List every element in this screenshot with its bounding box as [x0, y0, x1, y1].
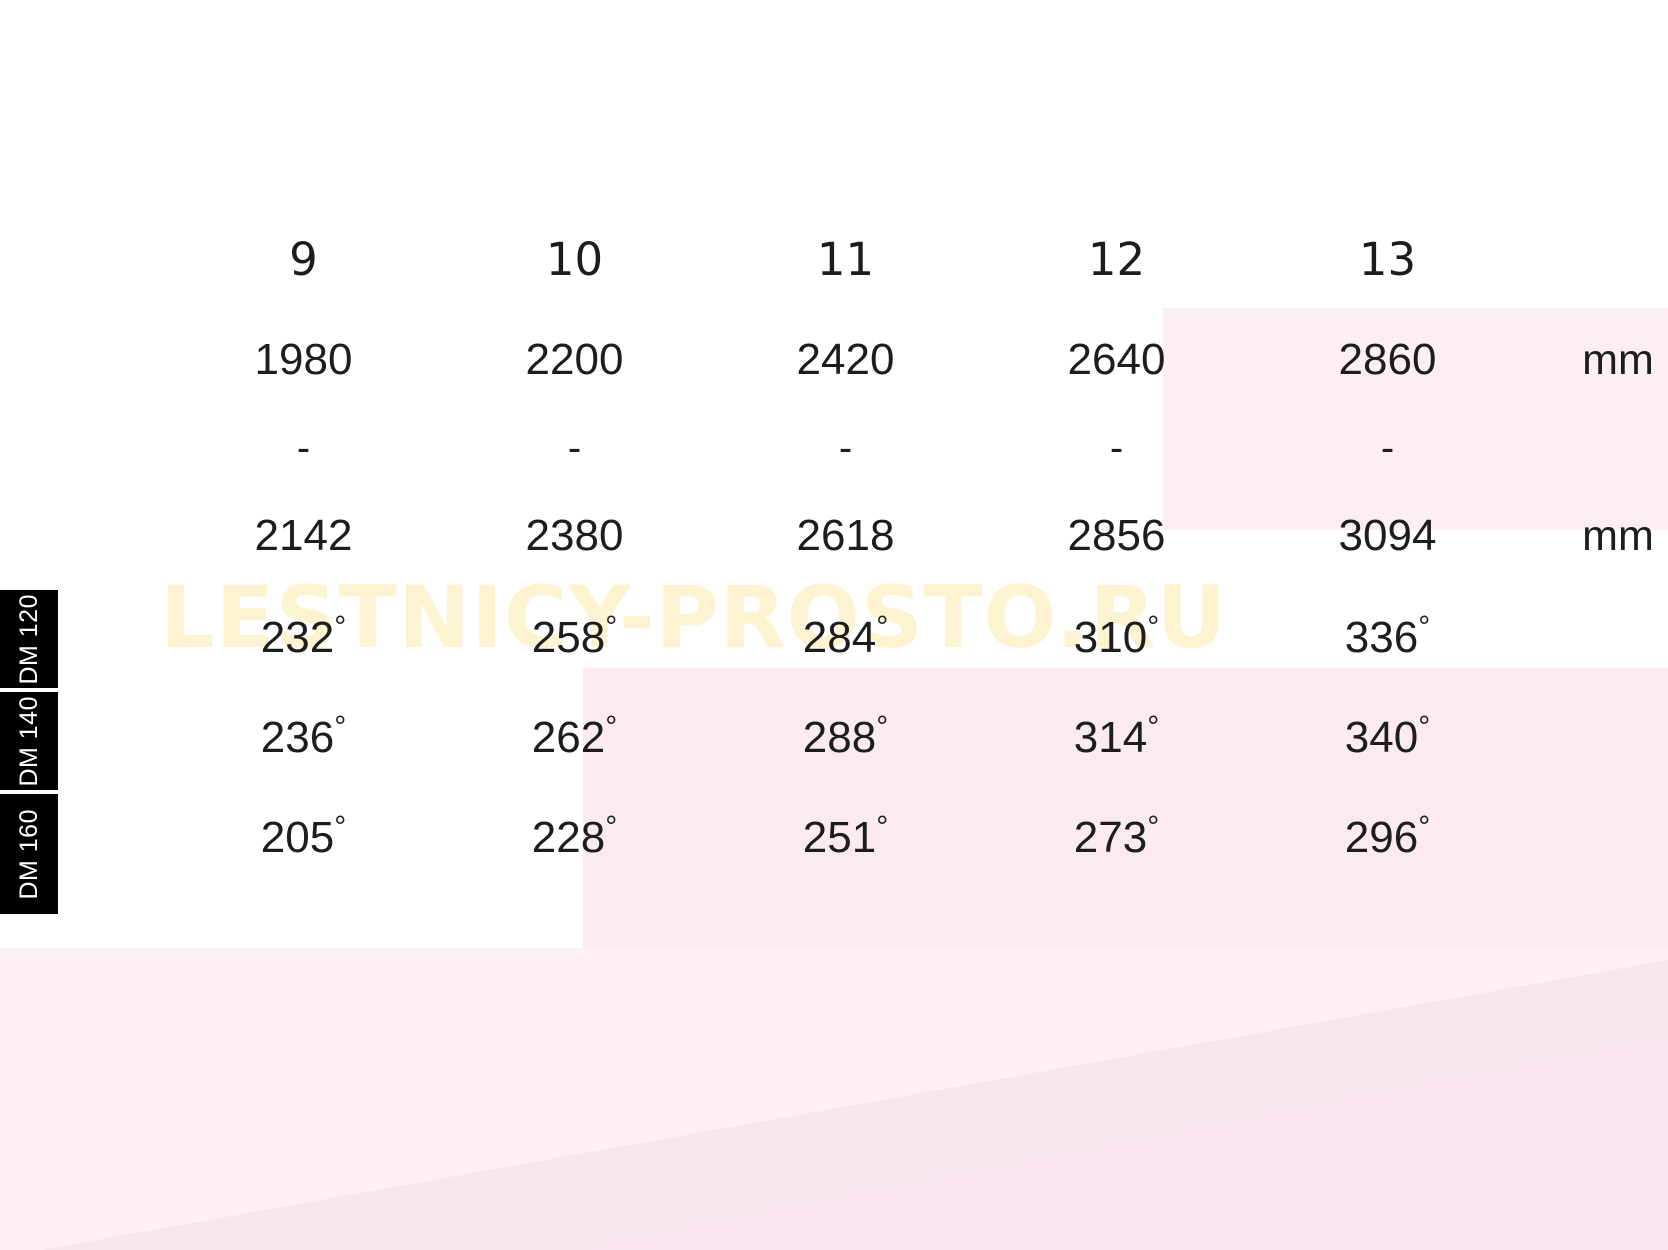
- value: 232: [260, 613, 335, 662]
- value: 228: [531, 813, 606, 862]
- value: 236: [260, 713, 335, 762]
- value: 340: [1344, 713, 1419, 762]
- value: 205: [260, 813, 335, 862]
- cell-dm160-angle-10: 228°: [439, 788, 710, 888]
- cell-height-min-11: 2420: [796, 335, 895, 384]
- table-header-row: 9 10 11 12 13: [100, 210, 1668, 308]
- row-spacer: [100, 688, 168, 788]
- value: 284: [802, 613, 877, 662]
- column-header-10: 10: [545, 232, 604, 286]
- unit-height-min: mm: [1582, 335, 1654, 384]
- cell-height-max-13: 3094: [1338, 511, 1437, 560]
- degree-icon: °: [1418, 610, 1431, 644]
- degree-icon: °: [876, 710, 889, 744]
- value: 314: [1073, 713, 1148, 762]
- degree-icon: °: [1147, 710, 1160, 744]
- column-header-12: 12: [1087, 232, 1146, 286]
- cell-dash-10: -: [567, 425, 582, 470]
- table-row: 232° 258° 284° 310° 336°: [100, 588, 1668, 688]
- cell-dash-13: -: [1380, 425, 1395, 470]
- column-header-13: 13: [1358, 232, 1417, 286]
- degree-icon: °: [1147, 610, 1160, 644]
- degree-icon: °: [605, 710, 618, 744]
- degree-icon: °: [605, 810, 618, 844]
- cell-dm160-angle-12: 273°: [981, 788, 1252, 888]
- row-spacer: [100, 308, 168, 412]
- pink-diagonal-lower: [40, 960, 1668, 1250]
- table-row: 2142 2380 2618 2856 3094 mm: [100, 484, 1668, 588]
- row-spacer: [100, 788, 168, 888]
- table-row: 1980 2200 2420 2640 2860 mm: [100, 308, 1668, 412]
- unit-dash: [1523, 412, 1668, 484]
- row-spacer: [100, 484, 168, 588]
- cell-height-max-10: 2380: [525, 511, 624, 560]
- cell-dm120-angle-9: 232°: [168, 588, 439, 688]
- unit-dm120: [1523, 588, 1668, 688]
- cell-height-min-10: 2200: [525, 335, 624, 384]
- cell-dash-9: -: [296, 425, 311, 470]
- cell-height-max-9: 2142: [254, 511, 353, 560]
- degree-icon: °: [1147, 810, 1160, 844]
- unit-dm140: [1523, 688, 1668, 788]
- value: 288: [802, 713, 877, 762]
- cell-height-min-9: 1980: [254, 335, 353, 384]
- cell-dm140-angle-10: 262°: [439, 688, 710, 788]
- cell-dm140-angle-12: 314°: [981, 688, 1252, 788]
- degree-icon: °: [1418, 710, 1431, 744]
- spec-table-wrapper: 9 10 11 12 13 1980 2200 2420 2640 2860: [100, 210, 1654, 888]
- cell-height-max-12: 2856: [1067, 511, 1166, 560]
- value: 310: [1073, 613, 1148, 662]
- value: 251: [802, 813, 877, 862]
- degree-icon: °: [334, 610, 347, 644]
- cell-dm140-angle-9: 236°: [168, 688, 439, 788]
- header-unit-spacer: [1523, 210, 1668, 308]
- value: 336: [1344, 613, 1419, 662]
- side-tab-dm120-label: DM 120: [14, 593, 43, 685]
- pink-band-bottom: [0, 948, 1668, 1250]
- unit-dm160: [1523, 788, 1668, 888]
- side-tab-dm160-label: DM 160: [14, 808, 43, 900]
- table-row: 236° 262° 288° 314° 340°: [100, 688, 1668, 788]
- value: 258: [531, 613, 606, 662]
- cell-dm120-angle-11: 284°: [710, 588, 981, 688]
- side-tab-dm140[interactable]: DM 140: [0, 692, 58, 790]
- cell-dm140-angle-13: 340°: [1252, 688, 1523, 788]
- table-row: - - - - -: [100, 412, 1668, 484]
- cell-dm120-angle-10: 258°: [439, 588, 710, 688]
- table-row: 205° 228° 251° 273° 296°: [100, 788, 1668, 888]
- degree-icon: °: [334, 810, 347, 844]
- degree-icon: °: [1418, 810, 1431, 844]
- cell-dm120-angle-12: 310°: [981, 588, 1252, 688]
- degree-icon: °: [605, 610, 618, 644]
- degree-icon: °: [334, 710, 347, 744]
- degree-icon: °: [876, 810, 889, 844]
- cell-dm120-angle-13: 336°: [1252, 588, 1523, 688]
- value: 273: [1073, 813, 1148, 862]
- unit-height-max: mm: [1582, 511, 1654, 560]
- row-spacer: [100, 588, 168, 688]
- cell-dm160-angle-11: 251°: [710, 788, 981, 888]
- column-header-11: 11: [816, 232, 875, 286]
- cell-dash-11: -: [838, 425, 853, 470]
- value: 296: [1344, 813, 1419, 862]
- cell-dm160-angle-13: 296°: [1252, 788, 1523, 888]
- site-watermark: LESTNICY-PROSTO.RU: [160, 568, 1228, 668]
- side-tab-dm120[interactable]: DM 120: [0, 590, 58, 688]
- row-spacer: [100, 412, 168, 484]
- spec-table: 9 10 11 12 13 1980 2200 2420 2640 2860: [100, 210, 1668, 888]
- cell-height-max-11: 2618: [796, 511, 895, 560]
- side-tab-dm140-label: DM 140: [14, 695, 43, 787]
- cell-height-min-13: 2860: [1338, 335, 1437, 384]
- side-tab-dm160[interactable]: DM 160: [0, 794, 58, 914]
- cell-height-min-12: 2640: [1067, 335, 1166, 384]
- value: 262: [531, 713, 606, 762]
- cell-dm160-angle-9: 205°: [168, 788, 439, 888]
- column-header-9: 9: [289, 232, 318, 286]
- cell-dash-12: -: [1109, 425, 1124, 470]
- header-spacer: [100, 210, 168, 308]
- degree-icon: °: [876, 610, 889, 644]
- side-tab-group: DM 120 DM 140 DM 160: [0, 590, 60, 918]
- cell-dm140-angle-11: 288°: [710, 688, 981, 788]
